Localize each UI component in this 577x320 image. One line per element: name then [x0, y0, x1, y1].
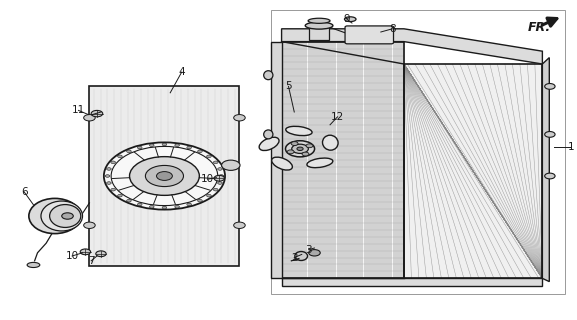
Circle shape	[107, 168, 111, 170]
Ellipse shape	[27, 262, 40, 268]
Polygon shape	[282, 29, 542, 64]
Circle shape	[111, 161, 115, 164]
Circle shape	[291, 142, 298, 146]
Circle shape	[156, 172, 173, 180]
Circle shape	[149, 144, 154, 147]
Bar	[404, 64, 542, 278]
Circle shape	[137, 203, 142, 206]
Circle shape	[126, 199, 131, 202]
Ellipse shape	[264, 71, 273, 80]
Circle shape	[62, 213, 73, 219]
Circle shape	[118, 155, 122, 157]
Text: 12: 12	[331, 112, 344, 122]
Circle shape	[207, 195, 211, 197]
Circle shape	[126, 150, 131, 153]
Circle shape	[111, 188, 115, 191]
Ellipse shape	[50, 204, 81, 228]
Text: 11: 11	[72, 105, 85, 116]
FancyBboxPatch shape	[345, 26, 394, 44]
Circle shape	[218, 168, 222, 170]
Ellipse shape	[323, 135, 338, 150]
Text: 6: 6	[21, 187, 28, 197]
Bar	[282, 42, 404, 278]
Text: 10: 10	[201, 174, 214, 184]
Bar	[404, 64, 542, 278]
Circle shape	[302, 152, 309, 156]
Circle shape	[149, 205, 154, 208]
Text: FR.: FR.	[528, 21, 551, 34]
Circle shape	[129, 157, 200, 195]
Circle shape	[84, 115, 95, 121]
Circle shape	[198, 150, 203, 153]
Ellipse shape	[308, 18, 330, 23]
Circle shape	[118, 195, 122, 197]
Circle shape	[105, 175, 110, 177]
Circle shape	[213, 188, 218, 191]
Circle shape	[80, 249, 91, 255]
Circle shape	[198, 199, 203, 202]
Text: 3: 3	[305, 244, 312, 255]
Circle shape	[234, 115, 245, 121]
Ellipse shape	[307, 158, 333, 168]
Text: 9: 9	[343, 13, 350, 24]
Ellipse shape	[41, 201, 83, 231]
Circle shape	[214, 175, 224, 181]
Circle shape	[175, 205, 179, 208]
Circle shape	[292, 144, 308, 153]
Circle shape	[309, 250, 320, 256]
Circle shape	[218, 182, 222, 184]
Text: 10: 10	[66, 251, 78, 261]
Text: 1: 1	[568, 142, 575, 152]
Polygon shape	[542, 58, 549, 282]
Circle shape	[297, 147, 303, 150]
Circle shape	[545, 84, 555, 89]
Ellipse shape	[29, 198, 81, 234]
Circle shape	[234, 222, 245, 228]
Circle shape	[207, 155, 211, 157]
Circle shape	[96, 251, 106, 257]
Bar	[89, 86, 239, 266]
Ellipse shape	[272, 157, 293, 170]
Circle shape	[162, 143, 167, 146]
Ellipse shape	[259, 137, 279, 150]
Bar	[271, 42, 282, 278]
Circle shape	[213, 161, 218, 164]
Circle shape	[222, 160, 240, 170]
Text: 5: 5	[285, 81, 292, 92]
Circle shape	[107, 182, 111, 184]
Bar	[282, 42, 404, 278]
Text: 7: 7	[88, 256, 95, 266]
Text: 4: 4	[178, 67, 185, 77]
Circle shape	[137, 146, 142, 149]
Ellipse shape	[305, 22, 333, 29]
Circle shape	[175, 144, 179, 147]
Circle shape	[104, 142, 225, 210]
Bar	[309, 27, 329, 40]
Circle shape	[287, 150, 294, 154]
Circle shape	[286, 141, 314, 157]
Circle shape	[306, 144, 313, 148]
Circle shape	[162, 206, 167, 209]
Polygon shape	[282, 278, 542, 286]
Circle shape	[145, 165, 183, 187]
Ellipse shape	[295, 252, 308, 260]
Text: 8: 8	[389, 24, 396, 34]
Text: 2: 2	[291, 252, 298, 263]
Circle shape	[545, 173, 555, 179]
Circle shape	[84, 222, 95, 228]
Circle shape	[187, 146, 192, 149]
Circle shape	[545, 132, 555, 137]
Ellipse shape	[286, 126, 312, 136]
Ellipse shape	[264, 130, 273, 139]
Bar	[271, 10, 565, 294]
Circle shape	[91, 110, 103, 117]
Circle shape	[219, 175, 224, 177]
Circle shape	[187, 203, 192, 206]
Ellipse shape	[344, 17, 356, 22]
